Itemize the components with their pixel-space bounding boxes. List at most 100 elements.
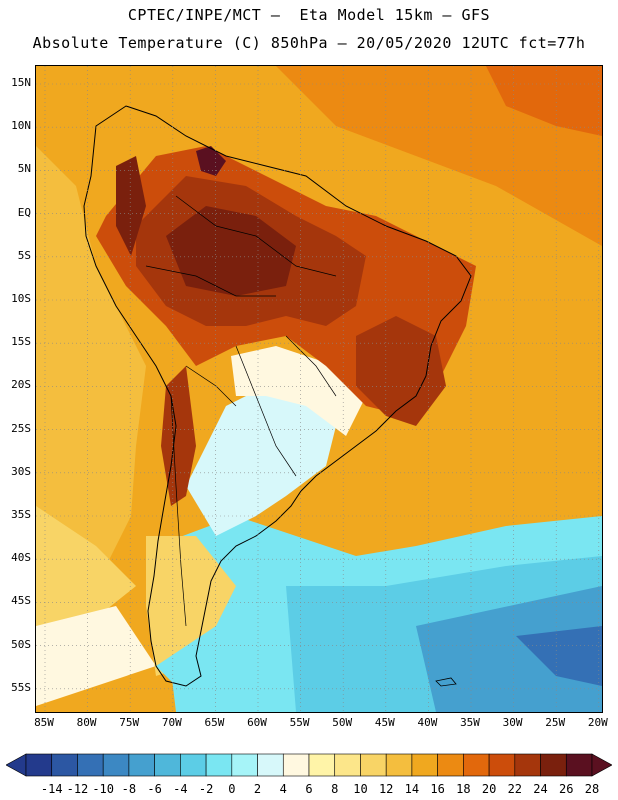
colorbar-swatch [128, 753, 155, 777]
colorbar-label: -4 [173, 782, 188, 796]
colorbar-label: 2 [253, 782, 262, 796]
lon-label-30W: 30W [502, 716, 523, 729]
lat-label-35S: 35S [11, 508, 31, 521]
colorbar-swatch [540, 753, 567, 777]
lon-label-50W: 50W [332, 716, 353, 729]
colorbar-swatch [180, 753, 207, 777]
colorbar-label: 18 [456, 782, 471, 796]
field-pacific [36, 146, 146, 626]
colorbar-label: 8 [331, 782, 339, 796]
colorbar-label: 22 [507, 782, 523, 796]
field-south-blue [416, 586, 602, 712]
colorbar-swatch [51, 753, 78, 777]
lon-label-25W: 25W [545, 716, 566, 729]
lat-label-25S: 25S [11, 421, 31, 435]
colorbar-label: 26 [559, 782, 574, 796]
field-south-deep [516, 626, 602, 686]
colorbar-swatch [565, 753, 593, 777]
lat-label-5S: 5S [17, 248, 31, 262]
falklands [435, 677, 457, 687]
colorbar-label: -10 [92, 782, 115, 796]
colorbar-arrow-left [6, 753, 27, 777]
field-pacific-cream [36, 606, 156, 706]
lat-label-55S: 55S [11, 680, 31, 694]
colorbar-swatch [488, 753, 516, 777]
lat-label-5N: 5N [17, 162, 31, 176]
colorbar-label: -8 [121, 782, 137, 796]
colorbar-swatch [231, 753, 258, 777]
colorbar-label: 14 [404, 782, 420, 796]
lon-label-20W: 20W [587, 716, 608, 729]
colorbar-swatch [360, 753, 387, 777]
lat-label-15S: 15S [11, 335, 31, 349]
colorbar-label: 6 [305, 782, 313, 796]
colorbar-label: 20 [481, 782, 497, 796]
field-amazon-hot [166, 206, 296, 296]
colorbar-swatch [437, 753, 464, 777]
field-se-brazil [356, 316, 446, 426]
field-cold-wedge [186, 386, 336, 536]
colorbar-label: 28 [584, 782, 600, 796]
temperature-map [35, 65, 603, 713]
temperature-field [36, 66, 602, 712]
lon-label-65W: 65W [204, 716, 225, 729]
colorbar-label: 12 [378, 782, 394, 796]
lat-label-10S: 10S [11, 292, 31, 305]
lat-label-30S: 30S [11, 464, 31, 478]
colorbar-label: 10 [353, 782, 368, 796]
field-patagonia [146, 536, 236, 676]
border-1 [175, 195, 337, 277]
colorbar-swatch [154, 753, 181, 777]
lon-label-60W: 60W [247, 716, 267, 729]
colorbar-swatch [463, 753, 490, 777]
map-title: CPTEC/INPE/MCT – Eta Model 15km – GFS [127, 6, 491, 24]
colorbar-swatch [257, 753, 284, 777]
lat-label-20S: 20S [11, 378, 31, 392]
lon-label-35W: 35W [460, 716, 480, 729]
lon-label-70W: 70W [161, 716, 182, 729]
colorbar [6, 753, 612, 777]
lat-label-40S: 40S [11, 551, 31, 565]
lon-label-40W: 40W [417, 716, 438, 729]
field-hotspot [196, 146, 226, 176]
colorbar-swatch [334, 753, 361, 777]
lat-label-45S: 45S [11, 594, 31, 608]
border-2 [145, 265, 276, 297]
colorbar-label: 4 [279, 782, 287, 796]
colorbar-label: -2 [198, 782, 214, 796]
colorbar-swatch [102, 753, 130, 777]
lon-label-80W: 80W [76, 716, 97, 729]
colorbar-swatch [282, 753, 310, 777]
border-4 [285, 335, 337, 397]
colorbar-label: -6 [147, 782, 162, 796]
lat-label-10N: 10N [11, 119, 31, 133]
colorbar-swatch [205, 753, 233, 777]
field-ne-hot [486, 66, 602, 136]
colorbar-swatch [411, 753, 438, 777]
field-andes [116, 156, 146, 256]
lon-label-55W: 55W [289, 716, 310, 729]
border-3 [235, 345, 297, 477]
lon-label-45W: 45W [374, 716, 395, 729]
map-subtitle: Absolute Temperature (C) 850hPa – 20/05/… [32, 34, 586, 52]
lon-label-75W: 75W [119, 716, 140, 729]
colorbar-label: 24 [533, 782, 548, 796]
lat-label-15N: 15N [11, 76, 31, 89]
colorbar-arrow-right [591, 753, 612, 777]
colorbar-swatch [308, 753, 336, 777]
colorbar-label: -14 [40, 782, 63, 796]
colorbar-label: -12 [66, 782, 89, 796]
field-patagonia-cold [156, 626, 266, 696]
lat-label-EQ: EQ [17, 205, 31, 219]
colorbar-swatch [25, 753, 53, 777]
colorbar-label: 16 [430, 782, 445, 796]
coastline [83, 105, 472, 687]
border-5 [185, 365, 237, 407]
border-6 [170, 395, 187, 627]
colorbar-label: 0 [228, 782, 236, 796]
colorbar-swatch [77, 753, 104, 777]
colorbar-swatch [385, 753, 413, 777]
colorbar-swatch [514, 753, 541, 777]
lon-label-85W: 85W [34, 716, 54, 729]
lat-label-50S: 50S [11, 637, 31, 651]
